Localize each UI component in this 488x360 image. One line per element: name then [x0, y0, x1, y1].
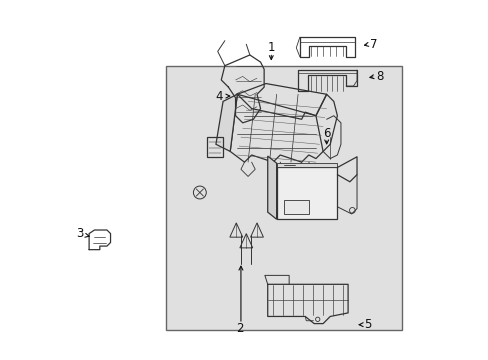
Bar: [276, 163, 337, 167]
Text: 1: 1: [267, 41, 274, 54]
Bar: [276, 167, 337, 219]
Bar: [283, 200, 308, 214]
Text: 5: 5: [363, 318, 371, 331]
Text: 6: 6: [322, 127, 330, 140]
Text: 4: 4: [215, 90, 223, 103]
Text: 7: 7: [369, 38, 377, 51]
Polygon shape: [216, 94, 237, 152]
Polygon shape: [267, 156, 276, 219]
Text: 3: 3: [76, 227, 83, 240]
Text: 2: 2: [236, 322, 243, 335]
Bar: [165, 66, 401, 330]
Text: 8: 8: [376, 70, 383, 83]
Bar: [206, 137, 223, 157]
